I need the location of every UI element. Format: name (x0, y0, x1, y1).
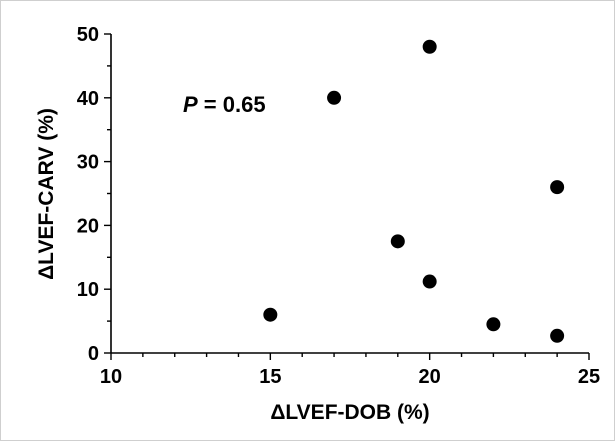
data-point (550, 328, 565, 343)
data-point (390, 234, 405, 249)
y-tick-label: 0 (88, 343, 99, 365)
x-ticks: 10 15 20 25 (100, 353, 600, 388)
x-tick-label: 15 (259, 366, 281, 388)
y-tick-label: 10 (77, 279, 99, 301)
data-point (486, 317, 501, 332)
y-tick-label: 40 (77, 88, 99, 110)
data-point (550, 180, 565, 195)
x-tick-label: 20 (419, 366, 441, 388)
x-tick-label: 10 (100, 366, 122, 388)
y-tick-label: 50 (77, 24, 99, 46)
x-tick-label: 25 (578, 366, 600, 388)
data-points (263, 39, 565, 343)
p-symbol: P (183, 92, 198, 117)
y-tick-label: 20 (77, 215, 99, 237)
data-point (327, 90, 342, 105)
p-value: = 0.65 (198, 92, 266, 117)
y-tick-label: 30 (77, 152, 99, 174)
data-point (422, 39, 437, 54)
axes (110, 34, 589, 354)
p-value-annotation: P = 0.65 (183, 92, 266, 117)
data-point (422, 274, 437, 289)
y-ticks: 0 10 20 30 40 50 (77, 24, 111, 365)
y-axis-label: ΔLVEF-CARV (%) (35, 108, 58, 280)
x-axis-label: ΔLVEF-DOB (%) (270, 401, 429, 424)
data-point (263, 307, 278, 322)
